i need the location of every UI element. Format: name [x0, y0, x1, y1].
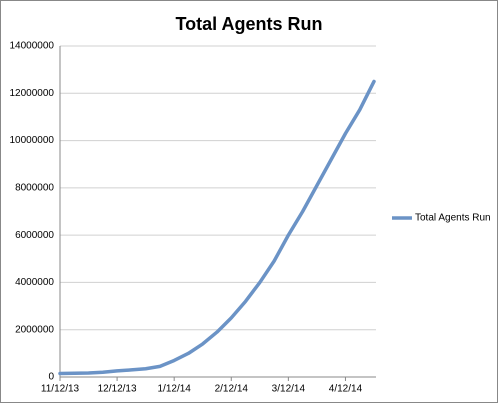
x-tick-label: 12/12/13 — [98, 384, 137, 395]
series-line — [58, 79, 376, 376]
y-tick-label: 2000000 — [15, 324, 54, 335]
y-tick-label: 0 — [48, 372, 54, 383]
y-tick-label: 12000000 — [10, 88, 55, 99]
y-tick-label: 6000000 — [15, 230, 54, 241]
x-tick-label: 3/12/14 — [272, 384, 306, 395]
y-tick-label: 10000000 — [10, 135, 55, 146]
x-tick-label: 1/12/14 — [157, 384, 191, 395]
x-tick-label: 11/12/13 — [41, 384, 80, 395]
y-tick-label: 4000000 — [15, 277, 54, 288]
x-tick-label: 4/12/14 — [329, 384, 363, 395]
chart-title: Total Agents Run — [176, 14, 323, 34]
y-tick-label: 8000000 — [15, 182, 54, 193]
legend-label: Total Agents Run — [415, 213, 491, 224]
x-tick-label: 2/12/14 — [215, 384, 249, 395]
y-tick-label: 14000000 — [10, 41, 55, 52]
